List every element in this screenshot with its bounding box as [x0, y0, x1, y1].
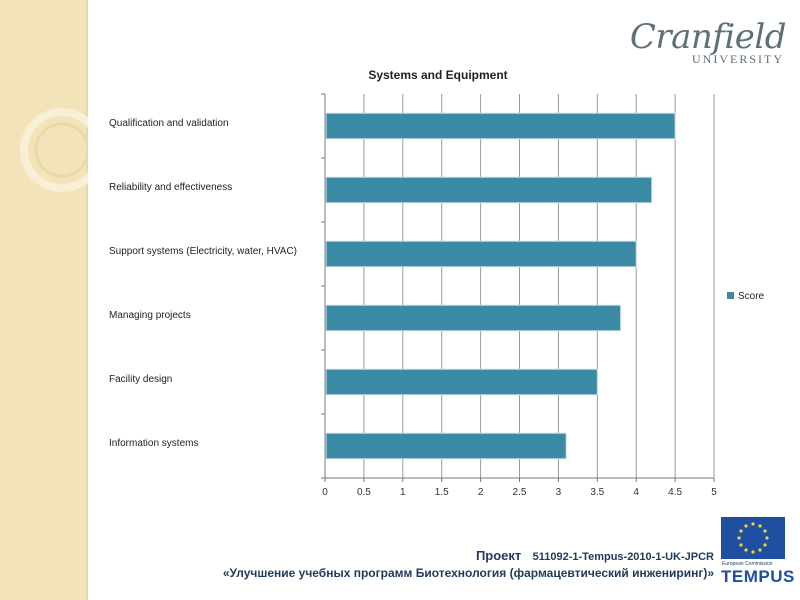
x-tick-label: 1.5 [435, 487, 449, 498]
bar [325, 368, 598, 396]
category-label: Information systems [109, 438, 198, 449]
x-tick-label: 4.5 [668, 487, 682, 498]
legend-label: Score [738, 291, 765, 302]
x-tick-label: 4 [633, 487, 639, 498]
eu-caption: European Commission [722, 561, 773, 567]
bar [325, 176, 653, 204]
category-label: Facility design [109, 374, 172, 385]
logo-main-text: Cranfield [629, 17, 787, 57]
category-label: Reliability and effectiveness [109, 182, 232, 193]
bar [325, 432, 567, 460]
logo-sub-text: UNIVERSITY [692, 52, 784, 66]
category-label: Qualification and validation [109, 118, 229, 129]
decorative-ring-inner [34, 122, 88, 178]
left-decorative-band [0, 0, 88, 600]
decorative-rings [20, 108, 88, 192]
project-code-line: Проект 511092-1-Tempus-2010-1-UK-JPCR [476, 548, 714, 563]
cranfield-logo: Cranfield UNIVERSITY [629, 17, 787, 67]
chart-title: Systems and Equipment [368, 68, 507, 82]
category-label: Support systems (Electricity, water, HVA… [109, 246, 297, 257]
x-tick-label: 2.5 [513, 487, 527, 498]
x-tick-label: 1 [400, 487, 406, 498]
bar [325, 240, 637, 268]
x-tick-label: 0.5 [357, 487, 371, 498]
decorative-ring-outer [20, 108, 88, 192]
bar [325, 304, 622, 332]
x-tick-label: 3 [556, 487, 562, 498]
x-tick-label: 5 [711, 487, 717, 498]
x-tick-label: 3.5 [590, 487, 604, 498]
tempus-logo-text: TEMPUS [721, 567, 795, 586]
project-label: Проект [475, 548, 522, 563]
bar [325, 112, 676, 140]
category-label: Managing projects [109, 310, 191, 321]
x-tick-label: 2 [478, 487, 484, 498]
project-title: «Улучшение учебных программ Биотехнологи… [222, 566, 714, 580]
eu-flag-icon [721, 517, 785, 559]
project-code: 511092-1-Tempus-2010-1-UK-JPCR [532, 551, 714, 563]
eu-stars [737, 522, 769, 554]
x-tick-label: 0 [322, 487, 328, 498]
legend-swatch [727, 292, 734, 299]
bar-chart: Systems and Equipment 0 0.5 1 1.5 2 2.5 3 3.5 4 4.… [109, 68, 765, 498]
